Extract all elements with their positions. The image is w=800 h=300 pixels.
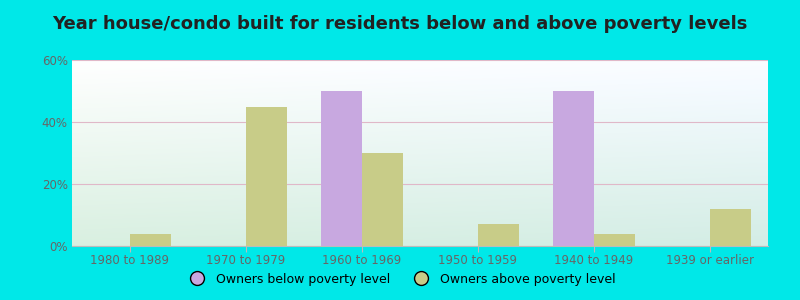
Bar	[322, 91, 362, 246]
Text: Year house/condo built for residents below and above poverty levels: Year house/condo built for residents bel…	[52, 15, 748, 33]
Bar	[710, 209, 750, 246]
Bar	[362, 153, 402, 246]
Bar	[594, 234, 634, 246]
Legend: Owners below poverty level, Owners above poverty level: Owners below poverty level, Owners above…	[179, 268, 621, 291]
Bar	[130, 234, 170, 246]
Bar	[246, 106, 286, 246]
Bar	[478, 224, 518, 246]
Bar	[554, 91, 594, 246]
